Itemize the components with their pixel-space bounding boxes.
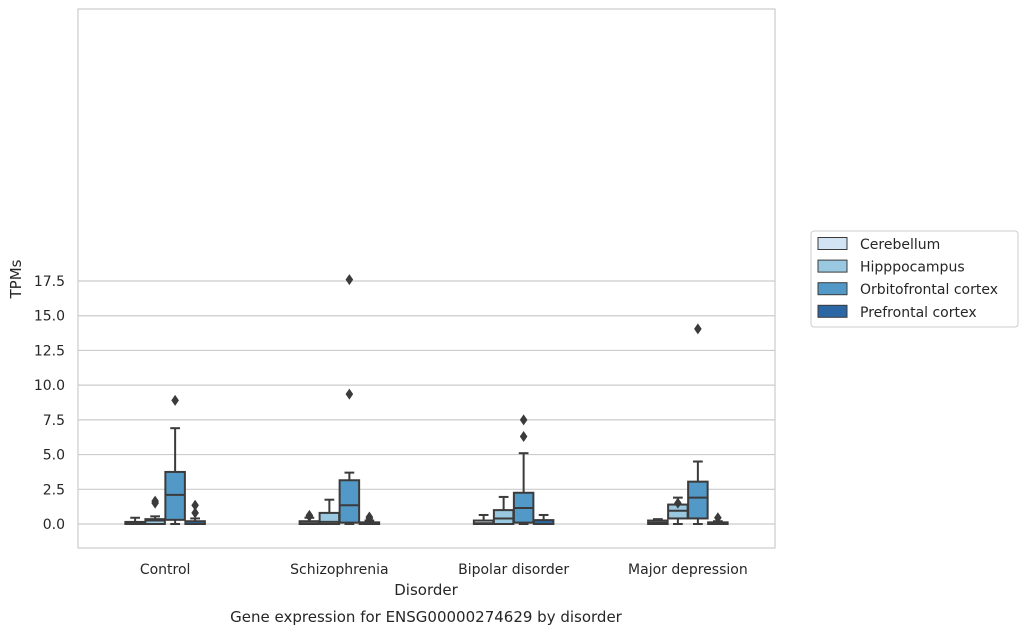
box-3-0-flier-1 bbox=[191, 499, 199, 511]
box-0-1-flier-1 bbox=[305, 509, 314, 521]
legend-swatch-1 bbox=[817, 259, 848, 273]
y-tick-label-6: 15.0 bbox=[34, 309, 65, 325]
y-tick-label-0: 0.0 bbox=[43, 517, 65, 533]
legend-label-1: Hipppocampus bbox=[860, 260, 965, 276]
legend-swatch-0 bbox=[817, 237, 848, 250]
box-1-0-iqr bbox=[144, 518, 166, 526]
y-tick-label-7: 17.5 bbox=[34, 274, 65, 290]
legend-swatch-2 bbox=[817, 282, 848, 296]
box-1-2-iqr bbox=[492, 509, 515, 525]
box-3-0-flier-0 bbox=[191, 507, 199, 519]
plot-frame bbox=[77, 8, 776, 549]
x-tick-label-3: Major depression bbox=[628, 562, 748, 578]
box-2-3-flier-0 bbox=[694, 323, 702, 335]
legend-label-3: Prefrontal cortex bbox=[860, 305, 977, 321]
y-tick-label-4: 10.0 bbox=[34, 378, 65, 394]
box-3-3-flier-0 bbox=[714, 512, 722, 524]
box-2-1-flier-1 bbox=[345, 274, 354, 286]
x-axis-label: Disorder bbox=[394, 581, 458, 599]
box-1-3-flier-0 bbox=[674, 497, 682, 509]
x-tick-label-1: Schizophrenia bbox=[290, 562, 388, 578]
box-1-0-flier-1 bbox=[151, 495, 159, 507]
box-2-0-iqr bbox=[164, 470, 186, 521]
box-2-0-flier-0 bbox=[171, 394, 179, 406]
x-tick-label-2: Bipolar disorder bbox=[458, 562, 569, 578]
boxes bbox=[124, 274, 729, 526]
x-ticks: Control Schizophrenia Bipolar disorder Majo… bbox=[140, 562, 748, 578]
y-axis-label: TPMs bbox=[7, 259, 25, 299]
box-2-1-flier-0 bbox=[345, 388, 354, 400]
y-tick-label-5: 12.5 bbox=[34, 343, 65, 359]
legend-label-2: Orbitofrontal cortex bbox=[860, 282, 998, 298]
box-2-3-iqr bbox=[687, 480, 709, 520]
legend-swatch-3 bbox=[817, 304, 848, 318]
y-tick-label-2: 5.0 bbox=[43, 448, 65, 464]
x-tick-label-0: Control bbox=[140, 562, 191, 578]
box-2-2-flier-0 bbox=[519, 431, 528, 443]
legend-frame bbox=[810, 230, 1019, 328]
legend: Cerebellum Hipppocampus Orbitofrontal cort… bbox=[810, 230, 1019, 328]
box-2-2-flier-1 bbox=[519, 414, 528, 426]
y-ticks: 0.0 2.5 5.0 7.5 10.0 12.5 15.0 17.5 bbox=[34, 274, 65, 533]
chart-caption: Gene expression for ENSG00000274629 by d… bbox=[230, 608, 623, 626]
box-2-1-iqr bbox=[338, 479, 361, 524]
y-tick-label-3: 7.5 bbox=[43, 413, 65, 429]
y-tick-label-1: 2.5 bbox=[43, 482, 65, 498]
gridlines bbox=[78, 280, 775, 525]
legend-label-0: Cerebellum bbox=[860, 237, 940, 253]
box-3-1-flier-1 bbox=[365, 511, 374, 523]
